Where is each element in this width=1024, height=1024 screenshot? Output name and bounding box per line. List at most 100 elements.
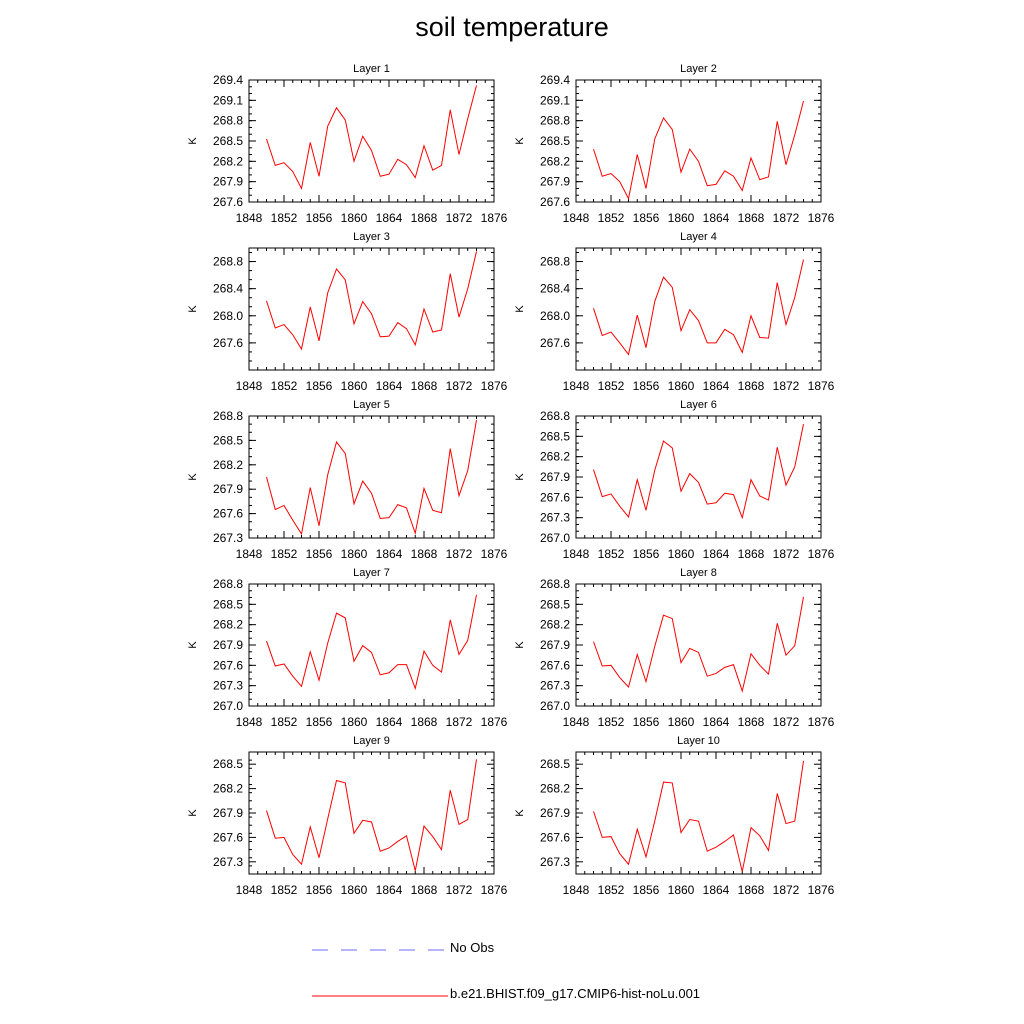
- x-tick-label: 1848: [236, 211, 263, 225]
- y-tick-label: 269.1: [213, 93, 243, 107]
- y-axis-label: K: [514, 809, 526, 817]
- x-tick-label: 1860: [668, 715, 695, 729]
- y-tick-label: 267.6: [540, 490, 570, 504]
- x-tick-label: 1852: [271, 211, 298, 225]
- x-tick-label: 1856: [306, 379, 333, 393]
- x-tick-label: 1868: [738, 715, 765, 729]
- y-axis-label: K: [514, 305, 526, 313]
- x-tick-label: 1868: [411, 379, 438, 393]
- x-tick-label: 1864: [376, 715, 403, 729]
- y-tick-label: 267.0: [213, 699, 243, 713]
- x-tick-label: 1852: [598, 715, 625, 729]
- panel-title: Layer 10: [677, 735, 720, 747]
- x-tick-label: 1860: [668, 211, 695, 225]
- x-tick-label: 1864: [376, 883, 403, 897]
- x-tick-label: 1876: [808, 379, 835, 393]
- y-axis-label: K: [187, 641, 199, 649]
- y-tick-label: 268.5: [213, 433, 243, 447]
- x-tick-label: 1856: [306, 211, 333, 225]
- x-tick-label: 1860: [668, 379, 695, 393]
- y-tick-label: 268.2: [540, 618, 570, 632]
- x-tick-label: 1848: [236, 547, 263, 561]
- x-tick-label: 1864: [703, 547, 730, 561]
- x-tick-label: 1852: [271, 547, 298, 561]
- series-line: [266, 759, 477, 871]
- x-tick-label: 1868: [738, 547, 765, 561]
- legend-obs-swatch: [312, 949, 448, 951]
- y-axis-label: K: [187, 305, 199, 313]
- y-tick-label: 267.6: [540, 658, 570, 672]
- x-tick-label: 1864: [703, 883, 730, 897]
- y-tick-label: 268.4: [213, 282, 243, 296]
- x-tick-label: 1860: [341, 547, 368, 561]
- x-tick-label: 1868: [411, 211, 438, 225]
- y-tick-label: 268.5: [540, 429, 570, 443]
- x-tick-label: 1856: [633, 883, 660, 897]
- x-tick-label: 1860: [341, 379, 368, 393]
- y-tick-label: 268.5: [540, 134, 570, 148]
- plot-frame: [575, 79, 822, 203]
- y-tick-label: 269.4: [213, 73, 243, 87]
- x-tick-label: 1852: [271, 715, 298, 729]
- x-tick-label: 1876: [808, 883, 835, 897]
- x-tick-label: 1868: [411, 715, 438, 729]
- y-tick-label: 267.9: [213, 175, 243, 189]
- x-tick-label: 1876: [808, 715, 835, 729]
- panel-title: Layer 2: [680, 63, 717, 75]
- x-tick-label: 1848: [236, 883, 263, 897]
- legend-obs: No Obs: [312, 940, 512, 960]
- x-tick-label: 1848: [563, 211, 590, 225]
- y-tick-label: 268.2: [213, 154, 243, 168]
- y-tick-label: 268.8: [540, 114, 570, 128]
- page-title: soil temperature: [415, 12, 609, 42]
- x-tick-label: 1852: [598, 547, 625, 561]
- y-tick-label: 268.8: [213, 409, 243, 423]
- y-tick-label: 267.9: [213, 482, 243, 496]
- x-tick-label: 1852: [271, 379, 298, 393]
- x-tick-label: 1872: [446, 211, 473, 225]
- y-tick-label: 267.6: [213, 658, 243, 672]
- panel-title: Layer 8: [680, 567, 717, 579]
- y-axis-label: K: [514, 641, 526, 649]
- panel-8: Layer 8 K 1848 1852 1856 1860 1864 1868 1872 1876…: [514, 567, 835, 729]
- x-tick-label: 1876: [481, 547, 508, 561]
- x-tick-label: 1864: [703, 379, 730, 393]
- panel-3: Layer 3 K 1848 1852 1856 1860 1864 1868 1872 1876…: [187, 231, 508, 393]
- x-tick-label: 1876: [808, 211, 835, 225]
- x-tick-label: 1872: [773, 715, 800, 729]
- x-tick-label: 1864: [703, 715, 730, 729]
- plot-frame: [575, 583, 822, 707]
- x-tick-label: 1852: [271, 883, 298, 897]
- y-tick-label: 267.6: [540, 195, 570, 209]
- x-tick-label: 1864: [376, 211, 403, 225]
- x-tick-label: 1864: [376, 547, 403, 561]
- series-line: [593, 259, 804, 356]
- x-tick-label: 1872: [773, 379, 800, 393]
- y-tick-label: 267.6: [213, 507, 243, 521]
- x-tick-label: 1860: [668, 883, 695, 897]
- series-line: [593, 100, 804, 201]
- y-tick-label: 268.5: [540, 597, 570, 611]
- x-tick-label: 1868: [738, 211, 765, 225]
- panel-title: Layer 6: [680, 399, 717, 411]
- x-tick-label: 1864: [376, 379, 403, 393]
- legend-model-swatch: [312, 995, 448, 997]
- x-tick-label: 1872: [446, 883, 473, 897]
- x-tick-label: 1848: [236, 715, 263, 729]
- x-tick-label: 1868: [411, 883, 438, 897]
- x-tick-label: 1856: [306, 547, 333, 561]
- y-tick-label: 267.3: [213, 679, 243, 693]
- y-tick-label: 267.3: [213, 855, 243, 869]
- y-tick-label: 267.6: [213, 195, 243, 209]
- x-tick-label: 1872: [773, 547, 800, 561]
- series-line: [593, 596, 804, 693]
- panel-7: Layer 7 K 1848 1852 1856 1860 1864 1868 1872 1876…: [187, 567, 508, 729]
- y-tick-label: 268.8: [213, 577, 243, 591]
- y-tick-label: 269.4: [540, 73, 570, 87]
- y-tick-label: 268.0: [213, 309, 243, 323]
- x-tick-label: 1876: [481, 883, 508, 897]
- y-tick-label: 268.5: [540, 757, 570, 771]
- y-tick-label: 268.5: [213, 757, 243, 771]
- y-tick-label: 267.3: [540, 511, 570, 525]
